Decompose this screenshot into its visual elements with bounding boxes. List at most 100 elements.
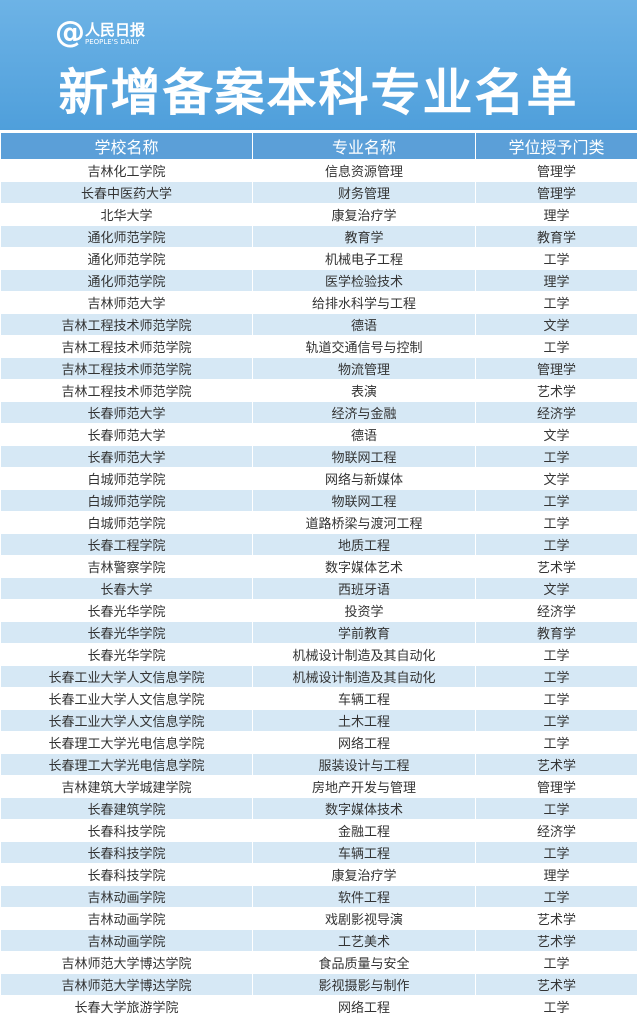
table-cell: 文学 [476,314,637,336]
table-cell: 长春大学 [1,578,253,600]
table-cell: 物联网工程 [253,490,476,512]
table-row: 吉林师范大学博达学院食品质量与安全工学 [1,952,637,974]
table-row: 长春科技学院金融工程经济学 [1,820,637,842]
table-row: 白城师范学院网络与新媒体文学 [1,468,637,490]
table-cell: 土木工程 [253,710,476,732]
table-cell: 机械设计制造及其自动化 [253,644,476,666]
table-cell: 理学 [476,270,637,292]
table-cell: 文学 [476,578,637,600]
table-row: 吉林工程技术师范学院轨道交通信号与控制工学 [1,336,637,358]
table-cell: 管理学 [476,776,637,798]
table-body: 吉林化工学院信息资源管理管理学长春中医药大学财务管理管理学北华大学康复治疗学理学… [1,160,637,1018]
table-row: 长春工程学院地质工程工学 [1,534,637,556]
table-cell: 工学 [476,996,637,1018]
table-cell: 长春科技学院 [1,820,253,842]
table-cell: 长春理工大学光电信息学院 [1,732,253,754]
table-cell: 长春师范大学 [1,424,253,446]
table-cell: 给排水科学与工程 [253,292,476,314]
table-cell: 长春工业大学人文信息学院 [1,688,253,710]
table-cell: 长春光华学院 [1,622,253,644]
table-cell: 通化师范学院 [1,226,253,248]
column-header: 学位授予门类 [476,133,637,160]
table-row: 吉林师范大学给排水科学与工程工学 [1,292,637,314]
table-row: 长春中医药大学财务管理管理学 [1,182,637,204]
table-cell: 吉林动画学院 [1,886,253,908]
table-row: 通化师范学院医学检验技术理学 [1,270,637,292]
table-cell: 长春科技学院 [1,842,253,864]
table-cell: 工学 [476,446,637,468]
table-cell: 物联网工程 [253,446,476,468]
table-cell: 地质工程 [253,534,476,556]
table-cell: 理学 [476,864,637,886]
table-cell: 物流管理 [253,358,476,380]
table-cell: 康复治疗学 [253,864,476,886]
table-cell: 长春工业大学人文信息学院 [1,666,253,688]
table-cell: 工学 [476,732,637,754]
table-cell: 吉林师范大学博达学院 [1,974,253,996]
table-row: 吉林动画学院戏剧影视导演艺术学 [1,908,637,930]
table-cell: 信息资源管理 [253,160,476,182]
table-cell: 工学 [476,292,637,314]
table-row: 白城师范学院物联网工程工学 [1,490,637,512]
table-row: 吉林师范大学博达学院影视摄影与制作艺术学 [1,974,637,996]
table-row: 吉林动画学院软件工程工学 [1,886,637,908]
table-cell: 工学 [476,666,637,688]
table-cell: 经济与金融 [253,402,476,424]
table: 学校名称专业名称学位授予门类 吉林化工学院信息资源管理管理学 长春中医药大学财务管… [0,132,637,1018]
table-cell: 经济学 [476,402,637,424]
table-cell: 长春中医药大学 [1,182,253,204]
table-cell: 工学 [476,512,637,534]
table-row: 吉林工程技术师范学院物流管理管理学 [1,358,637,380]
table-cell: 影视摄影与制作 [253,974,476,996]
table-cell: 轨道交通信号与控制 [253,336,476,358]
table-row: 长春工业大学人文信息学院土木工程工学 [1,710,637,732]
table-cell: 康复治疗学 [253,204,476,226]
table-cell: 长春理工大学光电信息学院 [1,754,253,776]
table-cell: 吉林动画学院 [1,930,253,952]
table-cell: 教育学 [476,622,637,644]
table-cell: 艺术学 [476,974,637,996]
column-header: 专业名称 [253,133,476,160]
table-cell: 房地产开发与管理 [253,776,476,798]
table-cell: 经济学 [476,600,637,622]
header: @ 人民日报 PEOPLE'S DAILY 新增备案本科专业名单 [0,0,637,130]
table-row: 通化师范学院机械电子工程工学 [1,248,637,270]
table-cell: 吉林工程技术师范学院 [1,314,253,336]
table-cell: 吉林化工学院 [1,160,253,182]
table-cell: 艺术学 [476,908,637,930]
table-cell: 艺术学 [476,754,637,776]
table-cell: 工学 [476,886,637,908]
table-cell: 文学 [476,468,637,490]
table-cell: 医学检验技术 [253,270,476,292]
table-row: 长春光华学院学前教育教育学 [1,622,637,644]
table-row: 北华大学康复治疗学理学 [1,204,637,226]
table-cell: 工学 [476,952,637,974]
table-cell: 网络工程 [253,996,476,1018]
table-cell: 道路桥梁与渡河工程 [253,512,476,534]
table-cell: 北华大学 [1,204,253,226]
table-cell: 白城师范学院 [1,468,253,490]
table-cell: 艺术学 [476,930,637,952]
table-cell: 教育学 [253,226,476,248]
table-cell: 机械电子工程 [253,248,476,270]
table-row: 通化师范学院教育学教育学 [1,226,637,248]
table-cell: 工学 [476,644,637,666]
table-cell: 教育学 [476,226,637,248]
table-row: 吉林工程技术师范学院德语文学 [1,314,637,336]
table-cell: 学前教育 [253,622,476,644]
table-cell: 软件工程 [253,886,476,908]
table-cell: 数字媒体技术 [253,798,476,820]
table-cell: 通化师范学院 [1,270,253,292]
table-cell: 网络工程 [253,732,476,754]
table-cell: 长春师范大学 [1,446,253,468]
table-cell: 网络与新媒体 [253,468,476,490]
table-row: 长春理工大学光电信息学院服装设计与工程艺术学 [1,754,637,776]
logo-sub: PEOPLE'S DAILY [85,38,145,47]
table-cell: 服装设计与工程 [253,754,476,776]
table-cell: 金融工程 [253,820,476,842]
table-cell: 工学 [476,534,637,556]
table-row: 长春工业大学人文信息学院车辆工程工学 [1,688,637,710]
header-row: 学校名称专业名称学位授予门类 [1,133,637,160]
table-cell: 长春光华学院 [1,644,253,666]
